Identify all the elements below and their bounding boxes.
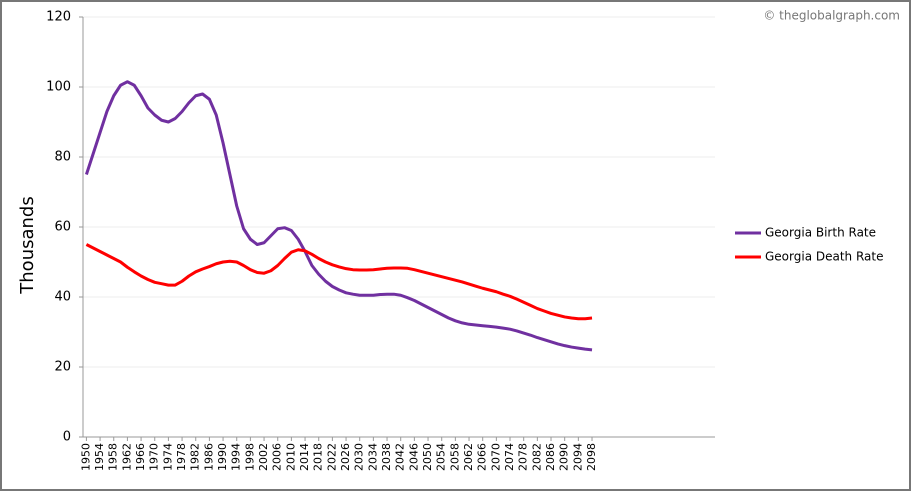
- y-tick-label: 60: [54, 220, 71, 235]
- x-tick-label: 2066: [476, 443, 489, 471]
- y-tick-label: 40: [54, 290, 71, 305]
- x-tick-label: 2086: [544, 443, 557, 471]
- x-tick-label: 2014: [298, 443, 311, 471]
- x-tick-label: 2042: [394, 443, 407, 471]
- x-tick-label: 2062: [462, 443, 475, 471]
- x-tick-label: 1966: [134, 443, 147, 471]
- x-tick-label: 1958: [107, 443, 120, 471]
- x-tick-label: 2050: [421, 443, 434, 471]
- x-tick-label: 2070: [489, 443, 502, 471]
- y-tick-label: 100: [46, 80, 71, 95]
- x-tick-label: 1990: [216, 443, 229, 471]
- y-tick-label: 120: [46, 10, 71, 25]
- x-tick-label: 2010: [284, 443, 297, 471]
- x-tick-label: 1978: [175, 443, 188, 471]
- x-tick-label: 2006: [271, 443, 284, 471]
- y-tick-label: 0: [63, 430, 71, 445]
- x-tick-label: 2058: [448, 443, 461, 471]
- x-tick-label: 2078: [517, 443, 530, 471]
- x-tick-label: 2034: [366, 443, 379, 471]
- x-tick-label: 2082: [530, 443, 543, 471]
- x-tick-label: 2074: [503, 443, 516, 471]
- x-tick-label: 2098: [585, 443, 598, 471]
- x-tick-label: 1998: [243, 443, 256, 471]
- x-tick-label: 2022: [325, 443, 338, 471]
- x-tick-label: 1982: [189, 443, 202, 471]
- legend-label: Georgia Death Rate: [765, 250, 883, 264]
- x-tick-label: 2094: [571, 443, 584, 471]
- legend-label: Georgia Birth Rate: [765, 226, 876, 240]
- y-axis-label: Thousands: [17, 196, 38, 294]
- x-tick-label: 1950: [79, 443, 92, 471]
- x-tick-label: 2090: [558, 443, 571, 471]
- line: [85, 243, 593, 321]
- x-tick-label: 2018: [312, 443, 325, 471]
- y-tick-label: 80: [54, 150, 71, 165]
- x-tick-label: 2046: [407, 443, 420, 471]
- x-tick-label: 2054: [435, 443, 448, 471]
- watermark: © theglobalgraph.com: [763, 9, 900, 23]
- line: [84, 80, 593, 352]
- x-tick-label: 1986: [202, 443, 215, 471]
- x-tick-label: 2030: [353, 443, 366, 471]
- x-tick-label: 2038: [380, 443, 393, 471]
- y-tick-label: 20: [54, 360, 71, 375]
- x-tick-label: 1970: [148, 443, 161, 471]
- x-tick-label: 1954: [93, 443, 106, 471]
- x-tick-label: 1994: [230, 443, 243, 471]
- x-tick-label: 1962: [120, 443, 133, 471]
- x-tick-label: 1974: [161, 443, 174, 471]
- x-tick-label: 2002: [257, 443, 270, 471]
- x-tick-label: 2026: [339, 443, 352, 471]
